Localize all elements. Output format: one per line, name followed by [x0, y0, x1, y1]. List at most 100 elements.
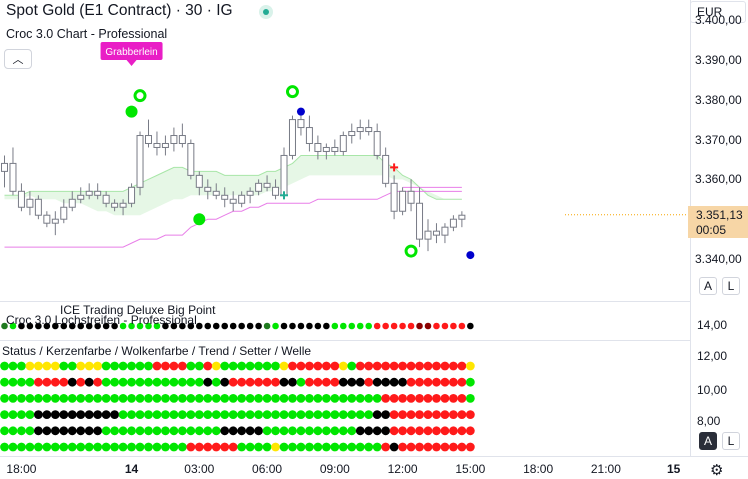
status-dot [76, 377, 86, 387]
candle-body [339, 135, 347, 152]
indicator-axis-label: 8,00 [697, 414, 721, 428]
status-dot [347, 361, 357, 371]
status-dot [389, 394, 399, 403]
status-dot [296, 442, 306, 452]
status-dot [465, 442, 475, 452]
status-dot [144, 426, 153, 436]
status-dot [313, 410, 323, 419]
status-dot [33, 410, 43, 419]
status-dot [152, 377, 162, 387]
lochstreifen-dot [356, 322, 364, 330]
status-dot [313, 361, 323, 371]
status-dot [406, 361, 416, 371]
currency-label: EUR [697, 5, 723, 19]
status-dot [84, 426, 94, 436]
lochstreifen-dot [187, 322, 195, 330]
time-axis-label: 18:00 [6, 462, 37, 476]
status-dot [144, 361, 153, 371]
status-dot [0, 442, 9, 452]
status-dot [186, 377, 196, 387]
status-dot [0, 394, 9, 403]
status-dot [8, 377, 18, 387]
status-dot [355, 361, 365, 371]
gear-icon[interactable]: ⚙ [710, 462, 724, 479]
lochstreifen-dot [145, 322, 152, 330]
candle-body [238, 194, 246, 204]
status-dot [50, 426, 60, 436]
status-dot [406, 426, 416, 436]
status-dot [59, 442, 69, 452]
status-dot [440, 394, 450, 403]
candle-body [331, 146, 339, 152]
collapse-button[interactable]: ︿ [4, 49, 32, 69]
status-dot [465, 410, 475, 419]
status-dot [169, 361, 179, 371]
status-dot [93, 442, 103, 452]
status-dot [67, 426, 77, 436]
status-dot [288, 410, 297, 419]
status-dot [93, 410, 103, 419]
candle-body [390, 182, 398, 212]
auto-scale-button[interactable]: A [699, 277, 717, 295]
status-dot [355, 394, 365, 403]
status-dot [161, 361, 170, 371]
status-dot [8, 426, 18, 436]
status-dot [93, 394, 103, 403]
status-dot [423, 426, 433, 436]
status-dot [415, 442, 424, 452]
status-dot [305, 410, 314, 419]
status-dot [321, 426, 331, 436]
status-dot [50, 410, 60, 419]
auto-scale-button-pane3[interactable]: A [699, 432, 717, 450]
status-dot [33, 426, 43, 436]
status-dot [17, 442, 26, 452]
status-dot [237, 394, 247, 403]
status-dot [127, 377, 136, 387]
lochstreifen-dot [399, 322, 406, 330]
status-dot [110, 394, 120, 403]
status-dot [50, 361, 60, 371]
status-dot [203, 361, 213, 371]
status-dot [347, 377, 357, 387]
lochstreifen-dot [331, 322, 339, 330]
candle-body [449, 218, 457, 228]
status-dot [423, 410, 433, 419]
status-dot [8, 442, 18, 452]
status-dot [203, 377, 213, 387]
candle-body [246, 190, 254, 196]
status-dot [389, 361, 399, 371]
price-axis-label: 3.370,00 [695, 132, 742, 147]
status-dot [449, 410, 458, 419]
lochstreifen-dot [60, 322, 68, 330]
status-dot [432, 410, 441, 419]
current-price-tag: 3.351,13 00:05 [688, 206, 748, 238]
status-dot [279, 410, 289, 419]
pane2-indicator-label: ICE Trading Deluxe Big Point [60, 303, 216, 317]
status-dot [423, 377, 433, 387]
lochstreifen-dot [128, 322, 135, 330]
log-scale-button[interactable]: L [722, 277, 740, 295]
status-dot [347, 394, 357, 403]
status-dot [25, 394, 35, 403]
status-dot [76, 442, 86, 452]
status-dot [271, 426, 280, 436]
status-dot [228, 410, 238, 419]
status-dot [59, 377, 69, 387]
candle-body [288, 119, 296, 156]
log-scale-button-pane3[interactable]: L [722, 432, 740, 450]
status-dot [330, 377, 340, 387]
status-dot [25, 426, 35, 436]
status-dot [271, 410, 280, 419]
status-dot [42, 410, 52, 419]
status-dot [440, 426, 450, 436]
status-dot [33, 442, 43, 452]
candle-body [178, 135, 186, 144]
candle-body [128, 186, 136, 204]
price-axis-label: 3.400,00 [695, 12, 742, 27]
status-dot [279, 377, 289, 387]
status-dot [169, 394, 179, 403]
status-dot [8, 410, 18, 419]
candle-body [26, 198, 34, 208]
currency-selector[interactable]: EUR [690, 1, 746, 23]
